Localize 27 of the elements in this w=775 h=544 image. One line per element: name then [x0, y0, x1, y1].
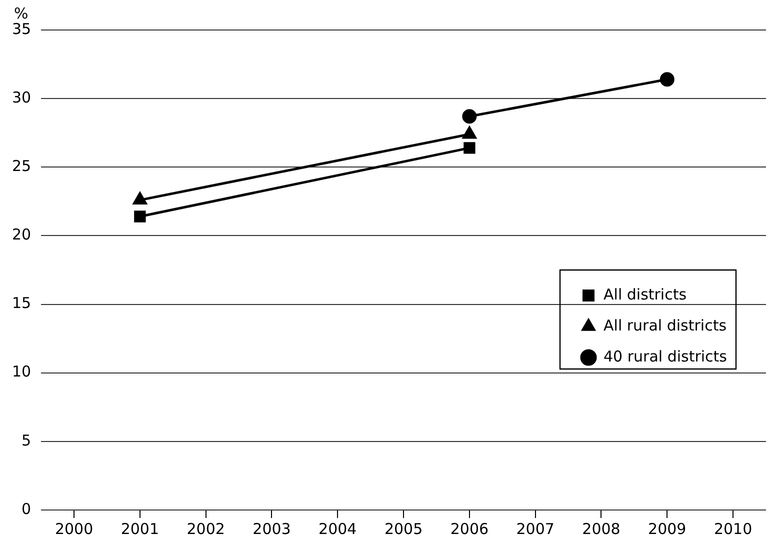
x-tick-label: 2003: [252, 520, 291, 538]
y-tick-label: 15: [12, 294, 32, 312]
x-tick-label: 2000: [54, 520, 94, 538]
x-tick-label: 2007: [516, 520, 554, 538]
legend-label: All rural districts: [604, 316, 727, 334]
legend-label: 40 rural districts: [604, 347, 728, 366]
x-tick-label: 2005: [384, 520, 423, 538]
y-tick-label: 20: [12, 226, 32, 244]
point: [462, 109, 477, 124]
x-tick-label: 2009: [648, 520, 686, 538]
point: [660, 72, 674, 87]
y-tick-label: 30: [12, 88, 32, 106]
legend-label: All districts: [604, 285, 687, 304]
point: [134, 210, 146, 222]
x-tick-label: 2010: [714, 520, 752, 538]
x-tick-label: 2004: [318, 520, 357, 538]
x-tick-label: 2001: [120, 520, 160, 538]
y-tick-label: 35: [12, 20, 32, 38]
x-tick-label: 2006: [450, 520, 489, 538]
x-tick-label: 2008: [582, 520, 620, 538]
x-tick-label: 2002: [186, 520, 225, 538]
point: [464, 142, 476, 154]
y-axis-title: %: [14, 4, 28, 22]
y-tick-label: 0: [22, 500, 32, 518]
y-tick-label: 5: [22, 431, 32, 450]
y-tick-label: 25: [12, 157, 32, 176]
y-tick-label: 10: [12, 362, 32, 381]
